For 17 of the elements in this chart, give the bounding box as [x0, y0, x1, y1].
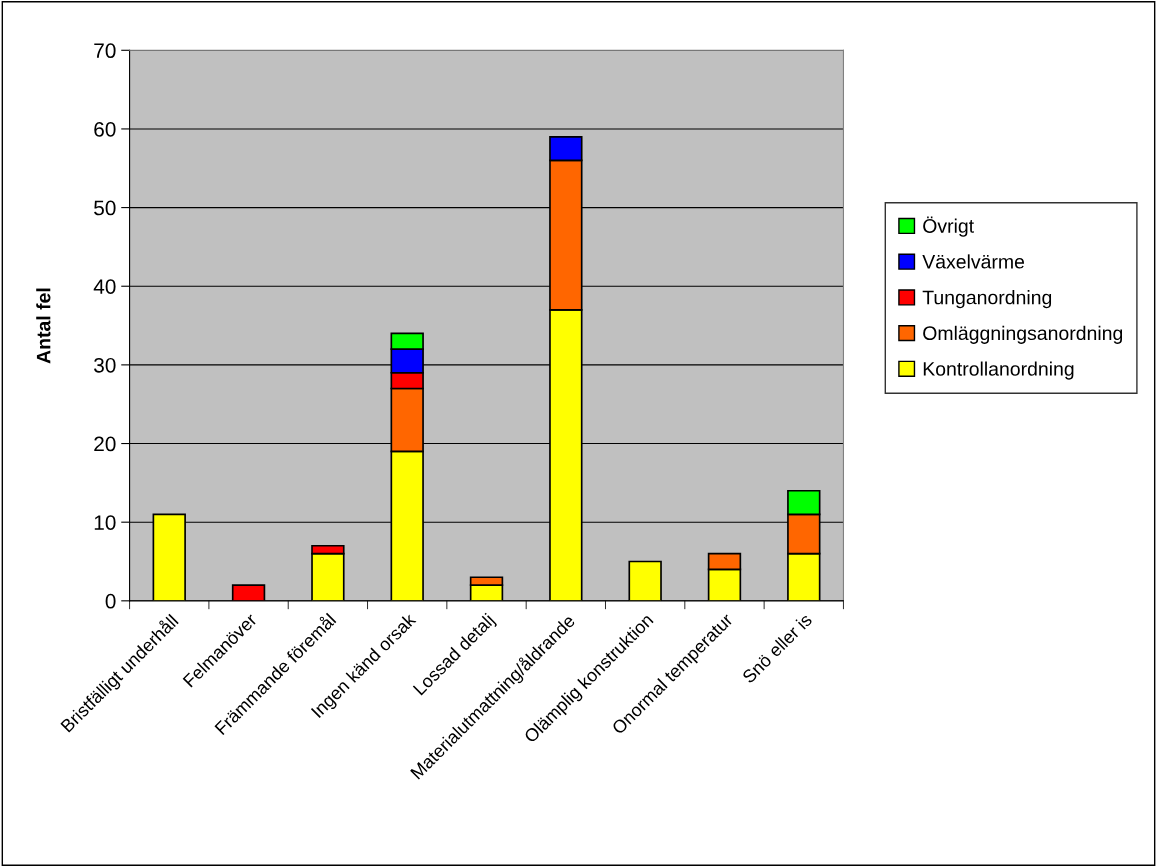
y-tick-label: 30: [94, 357, 116, 373]
legend-label: Kontrollanordning: [923, 361, 1074, 380]
y-axis-title: Antal fel: [36, 288, 51, 364]
y-tick-label: 0: [105, 593, 116, 609]
y-tick-label: 20: [94, 436, 116, 452]
bar: [628, 560, 662, 601]
x-tick-label: Snö eller is: [741, 612, 813, 684]
y-tick-label: 60: [94, 121, 116, 137]
y-tick-label: 40: [93, 279, 116, 294]
legend-label: Övrigt: [923, 216, 974, 237]
y-tick-label: 10: [94, 515, 116, 530]
legend-label: Omläggningsanordning: [923, 325, 1123, 344]
legend-label: Växelvärme: [922, 254, 1025, 269]
y-tick-label: 70: [94, 43, 116, 59]
legend-label: Tunganordning: [922, 290, 1052, 309]
y-tick-label: 50: [94, 200, 116, 216]
bar: [231, 584, 266, 601]
